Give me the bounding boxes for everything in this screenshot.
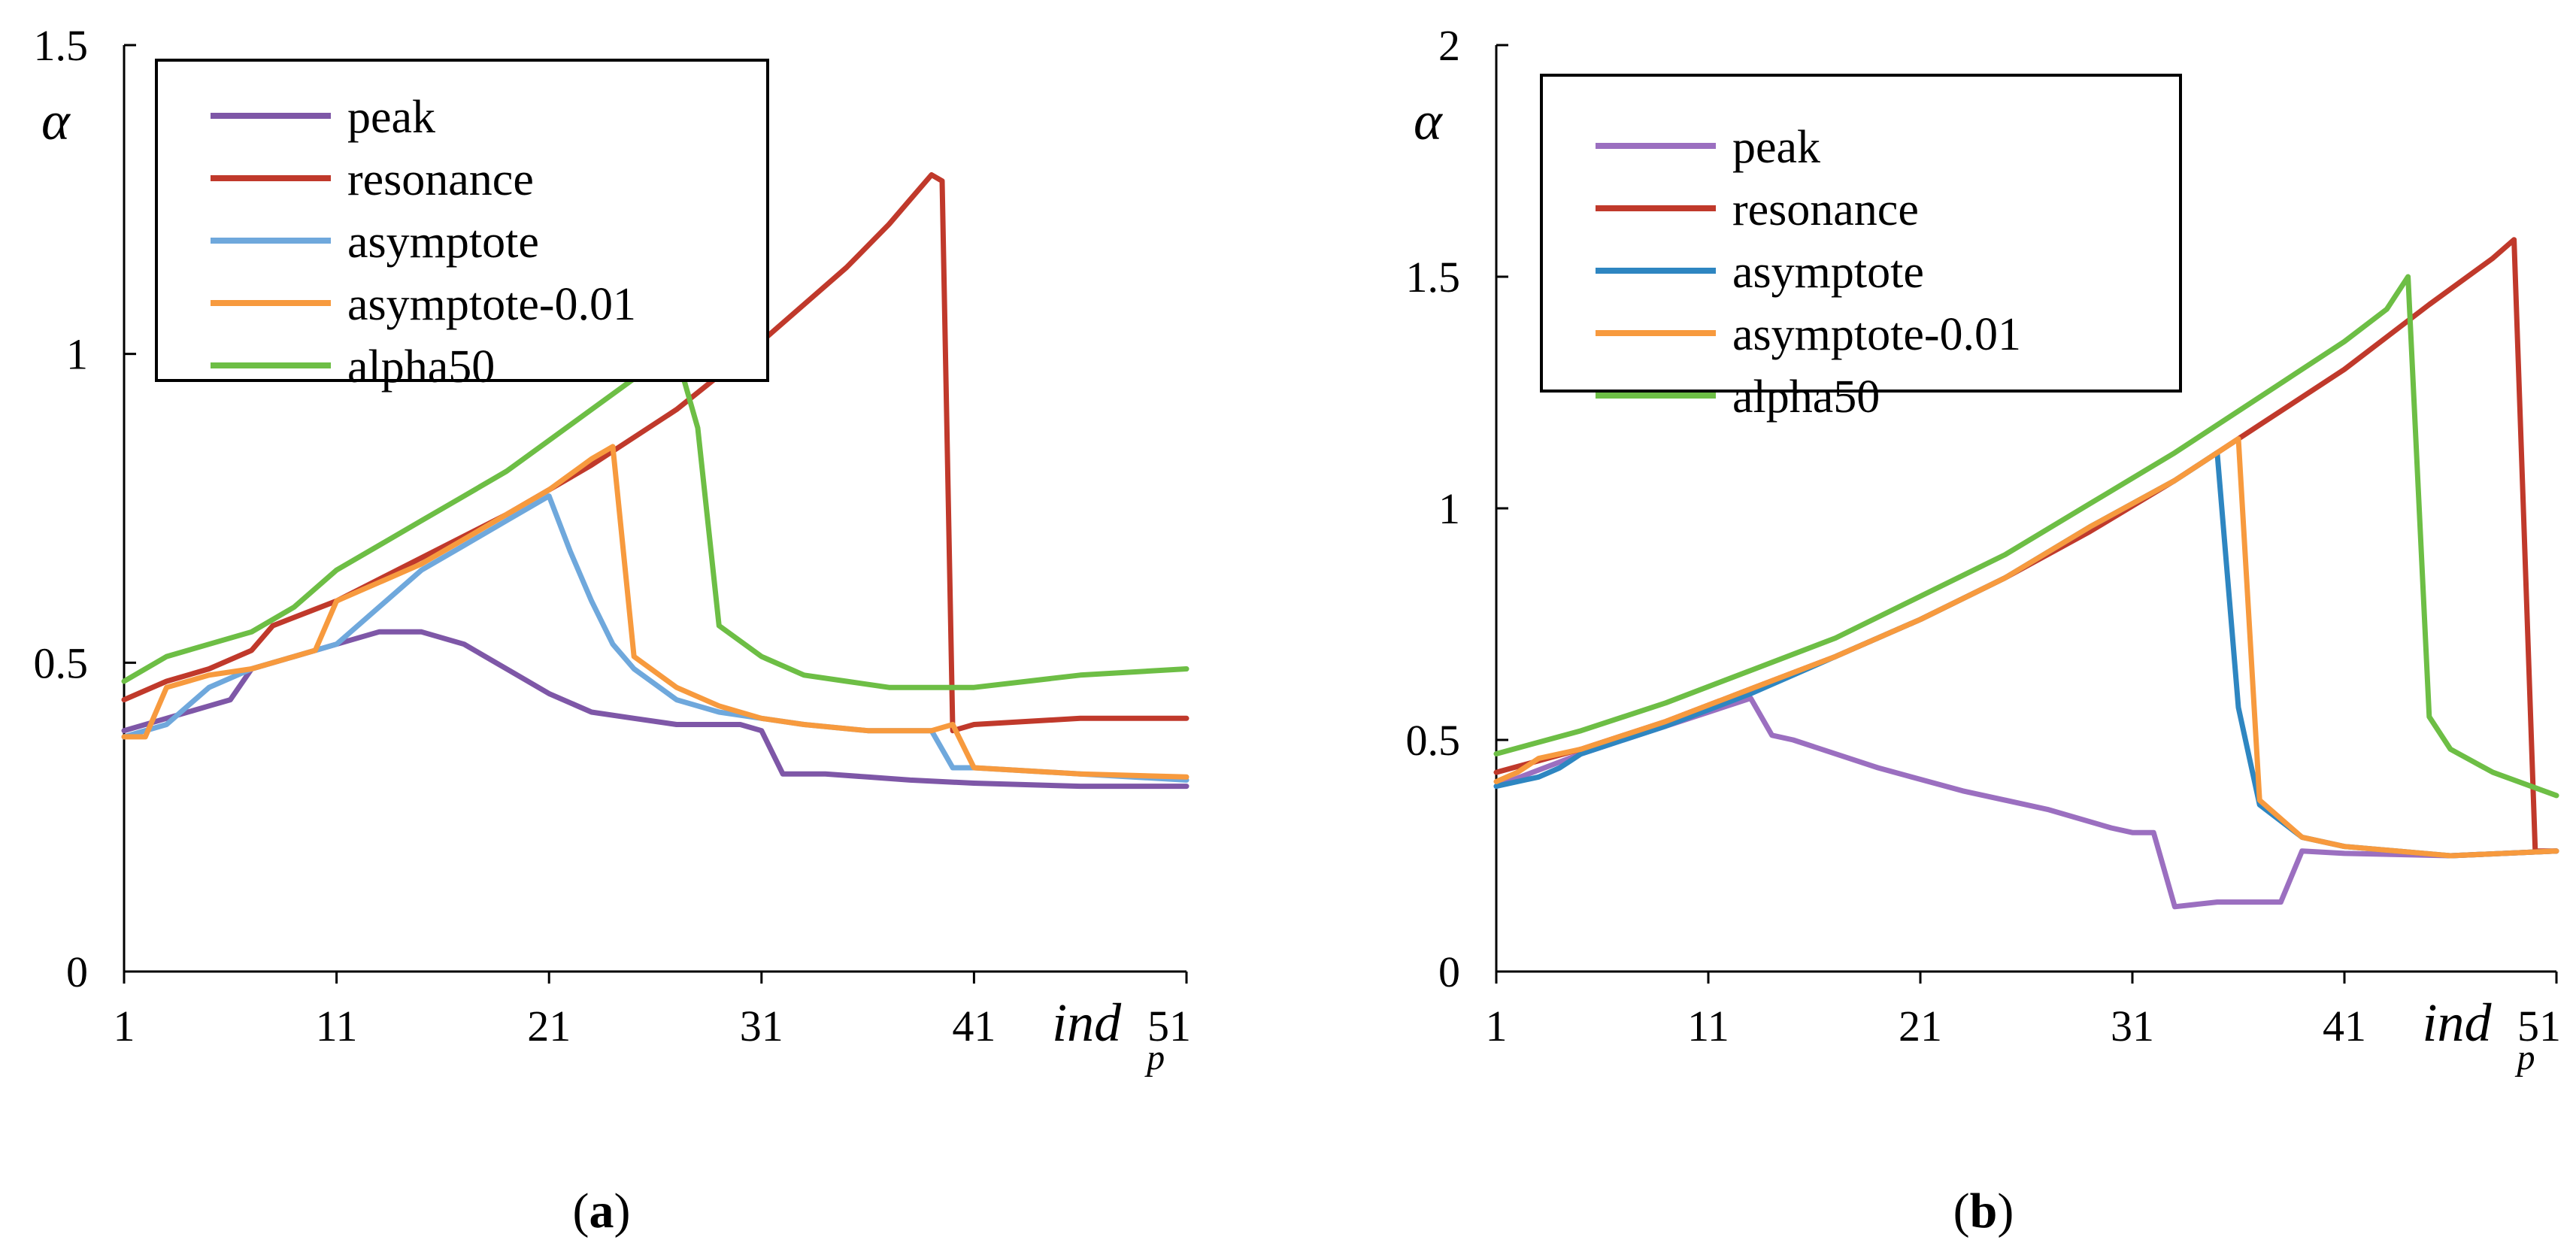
- y-tick-label: 1: [66, 330, 88, 379]
- legend-label: peak: [347, 92, 435, 143]
- series-line-peak: [121, 629, 1190, 790]
- x-axis-label: ind: [2422, 993, 2492, 1053]
- series-line-asymptote: [121, 493, 1190, 783]
- y-tick-label: 0.5: [1406, 716, 1461, 765]
- y-axis-label: α: [1414, 91, 1443, 151]
- x-tick-label: 41: [952, 1002, 996, 1050]
- y-tick-label: 1: [1438, 484, 1460, 533]
- legend-box: [1540, 74, 2182, 393]
- x-tick-label: 51: [2517, 1002, 2561, 1050]
- legend-label: asymptote: [347, 217, 539, 268]
- y-tick-label: 0: [1438, 947, 1460, 996]
- panel-b: 00.511.521 11 21 31 41 51αindppeakresonanceas…: [1406, 21, 2562, 1078]
- y-tick-label: 1.5: [34, 21, 89, 70]
- legend-label: peak: [1732, 122, 1820, 173]
- series-line-asymptote-0.01: [121, 444, 1190, 780]
- x-tick-label: 21: [527, 1002, 571, 1050]
- x-tick-label: 11: [1687, 1002, 1729, 1050]
- y-tick-label: 0: [66, 947, 88, 996]
- series-line-asymptote: [1493, 450, 2559, 859]
- x-tick-label: 41: [2323, 1002, 2366, 1050]
- series-line-peak: [1493, 696, 2559, 910]
- x-tick-label: 51: [1147, 1002, 1191, 1050]
- legend-label: asymptote-0.01: [1732, 309, 2021, 360]
- caption-a: (a): [573, 1184, 631, 1238]
- x-tick-label: 31: [740, 1002, 783, 1050]
- x-tick-label: 21: [1899, 1002, 1942, 1050]
- legend-label: resonance: [1732, 184, 1919, 235]
- x-tick-label: 31: [2111, 1002, 2154, 1050]
- legend-label: resonance: [347, 154, 534, 205]
- series-line-asymptote-0.01: [1493, 436, 2559, 859]
- x-tick-label: 1: [114, 1002, 135, 1050]
- y-tick-label: 1.5: [1406, 253, 1461, 302]
- caption-b: (b): [1953, 1184, 2014, 1238]
- legend-label: alpha50: [347, 341, 495, 393]
- y-tick-label: 0.5: [34, 638, 89, 687]
- legend-label: asymptote-0.01: [347, 279, 636, 330]
- legend-label: asymptote: [1732, 247, 1924, 298]
- y-tick-label: 2: [1438, 21, 1460, 70]
- panel-a: 00.511.51 11 21 31 41 51αindppeakresonanceasy…: [34, 21, 1192, 1078]
- x-tick-label: 11: [316, 1002, 358, 1050]
- x-axis-label-subscript: p: [2514, 1038, 2535, 1078]
- x-axis-label-subscript: p: [1144, 1038, 1165, 1078]
- y-axis-label: α: [41, 91, 71, 151]
- x-axis-label: ind: [1052, 993, 1122, 1053]
- series-line-alpha50: [121, 351, 1190, 690]
- series-line-alpha50: [1493, 274, 2559, 799]
- x-tick-label: 1: [1486, 1002, 1508, 1050]
- legend-label: alpha50: [1732, 371, 1880, 423]
